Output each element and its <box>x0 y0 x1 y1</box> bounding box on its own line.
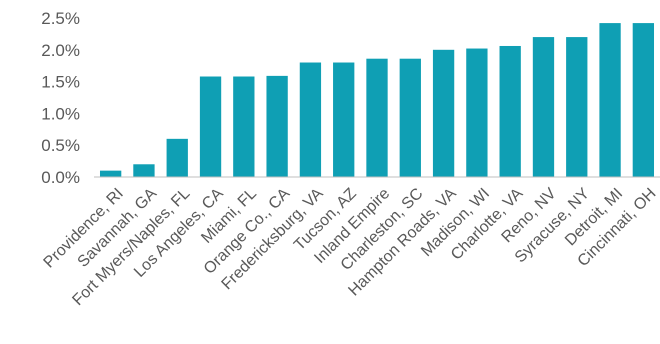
y-tick-label: 2.0% <box>41 41 80 60</box>
y-tick-label: 1.0% <box>41 104 80 123</box>
y-tick-label: 0.0% <box>41 168 80 187</box>
y-tick-label: 1.5% <box>41 73 80 92</box>
bar <box>566 37 588 177</box>
bar <box>166 138 188 177</box>
bar <box>99 170 122 177</box>
bar <box>366 58 388 178</box>
bar <box>499 45 521 178</box>
bar <box>632 23 655 178</box>
y-tick-label: 0.5% <box>41 136 80 155</box>
bar <box>133 164 155 177</box>
bar <box>599 23 621 178</box>
y-tick-label: 2.5% <box>41 9 80 28</box>
bar <box>399 58 421 178</box>
bar <box>199 76 222 177</box>
bar <box>532 37 555 177</box>
bar <box>233 76 255 177</box>
bar <box>333 62 355 177</box>
y-axis: 0.0% 0.5% 1.0% 1.5% 2.0% 2.5% <box>41 9 80 187</box>
bar <box>299 62 322 177</box>
bars <box>99 23 655 178</box>
bar <box>432 49 455 177</box>
bar <box>466 48 488 177</box>
bar <box>266 75 288 177</box>
